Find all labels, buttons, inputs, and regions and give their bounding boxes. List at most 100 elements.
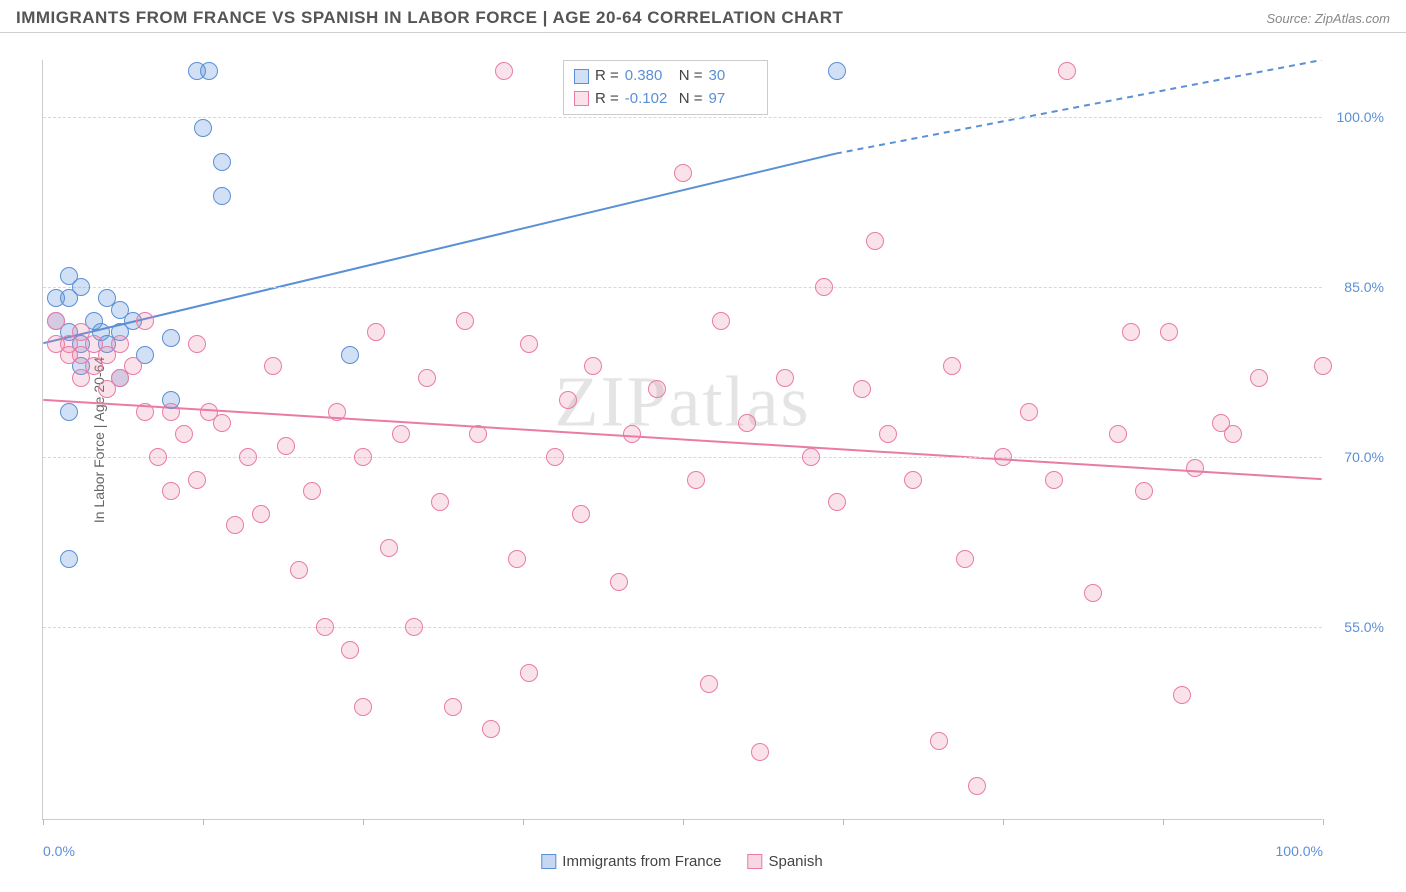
scatter-point — [136, 403, 154, 421]
chart-container: In Labor Force | Age 20-64 ZIPatlas R =0… — [42, 50, 1322, 830]
scatter-point — [418, 369, 436, 387]
scatter-point — [610, 573, 628, 591]
scatter-point — [277, 437, 295, 455]
legend-swatch — [574, 91, 589, 106]
x-tick — [363, 819, 364, 825]
x-tick — [683, 819, 684, 825]
category-legend: Immigrants from FranceSpanish — [541, 853, 822, 870]
scatter-point — [405, 618, 423, 636]
scatter-point — [520, 664, 538, 682]
chart-title: IMMIGRANTS FROM FRANCE VS SPANISH IN LAB… — [16, 8, 843, 28]
scatter-point — [1135, 482, 1153, 500]
scatter-point — [239, 448, 257, 466]
legend-swatch — [574, 69, 589, 84]
scatter-point — [60, 403, 78, 421]
r-label: R = — [595, 88, 619, 111]
y-tick-label: 70.0% — [1329, 449, 1384, 465]
scatter-point — [188, 335, 206, 353]
scatter-point — [456, 312, 474, 330]
scatter-point — [853, 380, 871, 398]
scatter-point — [469, 425, 487, 443]
scatter-point — [290, 561, 308, 579]
scatter-point — [956, 550, 974, 568]
scatter-point — [392, 425, 410, 443]
x-tick — [1163, 819, 1164, 825]
scatter-point — [124, 357, 142, 375]
scatter-point — [943, 357, 961, 375]
gridline — [43, 457, 1322, 458]
n-label: N = — [679, 88, 703, 111]
r-value: -0.102 — [625, 88, 673, 111]
stat-legend-row: R = 0.380 N = 30 — [574, 65, 757, 88]
scatter-point — [828, 62, 846, 80]
scatter-point — [482, 720, 500, 738]
scatter-point — [162, 482, 180, 500]
scatter-point — [546, 448, 564, 466]
y-tick-label: 100.0% — [1329, 109, 1384, 125]
chart-source: Source: ZipAtlas.com — [1266, 11, 1390, 26]
scatter-point — [431, 493, 449, 511]
chart-header: IMMIGRANTS FROM FRANCE VS SPANISH IN LAB… — [0, 0, 1406, 33]
scatter-point — [712, 312, 730, 330]
scatter-point — [213, 187, 231, 205]
scatter-point — [1122, 323, 1140, 341]
scatter-point — [584, 357, 602, 375]
x-tick — [1003, 819, 1004, 825]
scatter-point — [226, 516, 244, 534]
scatter-point — [200, 62, 218, 80]
n-value: 30 — [709, 65, 757, 88]
scatter-point — [162, 329, 180, 347]
scatter-point — [930, 732, 948, 750]
scatter-point — [1186, 459, 1204, 477]
scatter-point — [994, 448, 1012, 466]
scatter-point — [303, 482, 321, 500]
stat-legend-row: R =-0.102N =97 — [574, 88, 757, 111]
scatter-point — [444, 698, 462, 716]
y-tick-label: 55.0% — [1329, 619, 1384, 635]
category-legend-item: Spanish — [747, 853, 822, 870]
scatter-point — [751, 743, 769, 761]
x-tick-label: 0.0% — [43, 843, 75, 859]
scatter-point — [623, 425, 641, 443]
scatter-point — [188, 471, 206, 489]
r-value: 0.380 — [625, 65, 673, 88]
scatter-point — [341, 641, 359, 659]
scatter-point — [738, 414, 756, 432]
scatter-point — [1109, 425, 1127, 443]
scatter-point — [341, 346, 359, 364]
scatter-point — [968, 777, 986, 795]
x-tick — [1323, 819, 1324, 825]
scatter-point — [367, 323, 385, 341]
scatter-point — [264, 357, 282, 375]
scatter-point — [495, 62, 513, 80]
gridline — [43, 287, 1322, 288]
n-label: N = — [679, 65, 703, 88]
legend-label: Spanish — [768, 853, 822, 870]
r-label: R = — [595, 65, 619, 88]
scatter-point — [866, 232, 884, 250]
scatter-point — [815, 278, 833, 296]
scatter-point — [1084, 584, 1102, 602]
scatter-point — [648, 380, 666, 398]
scatter-point — [520, 335, 538, 353]
scatter-point — [572, 505, 590, 523]
scatter-point — [802, 448, 820, 466]
legend-swatch — [541, 854, 556, 869]
scatter-point — [879, 425, 897, 443]
scatter-point — [1250, 369, 1268, 387]
gridline — [43, 627, 1322, 628]
x-tick — [523, 819, 524, 825]
x-tick — [203, 819, 204, 825]
scatter-point — [194, 119, 212, 137]
scatter-point — [1224, 425, 1242, 443]
scatter-point — [687, 471, 705, 489]
scatter-point — [674, 164, 692, 182]
trend-line — [43, 400, 1321, 479]
scatter-point — [776, 369, 794, 387]
scatter-point — [1020, 403, 1038, 421]
scatter-point — [700, 675, 718, 693]
scatter-point — [47, 312, 65, 330]
y-tick-label: 85.0% — [1329, 279, 1384, 295]
scatter-point — [136, 312, 154, 330]
scatter-point — [175, 425, 193, 443]
